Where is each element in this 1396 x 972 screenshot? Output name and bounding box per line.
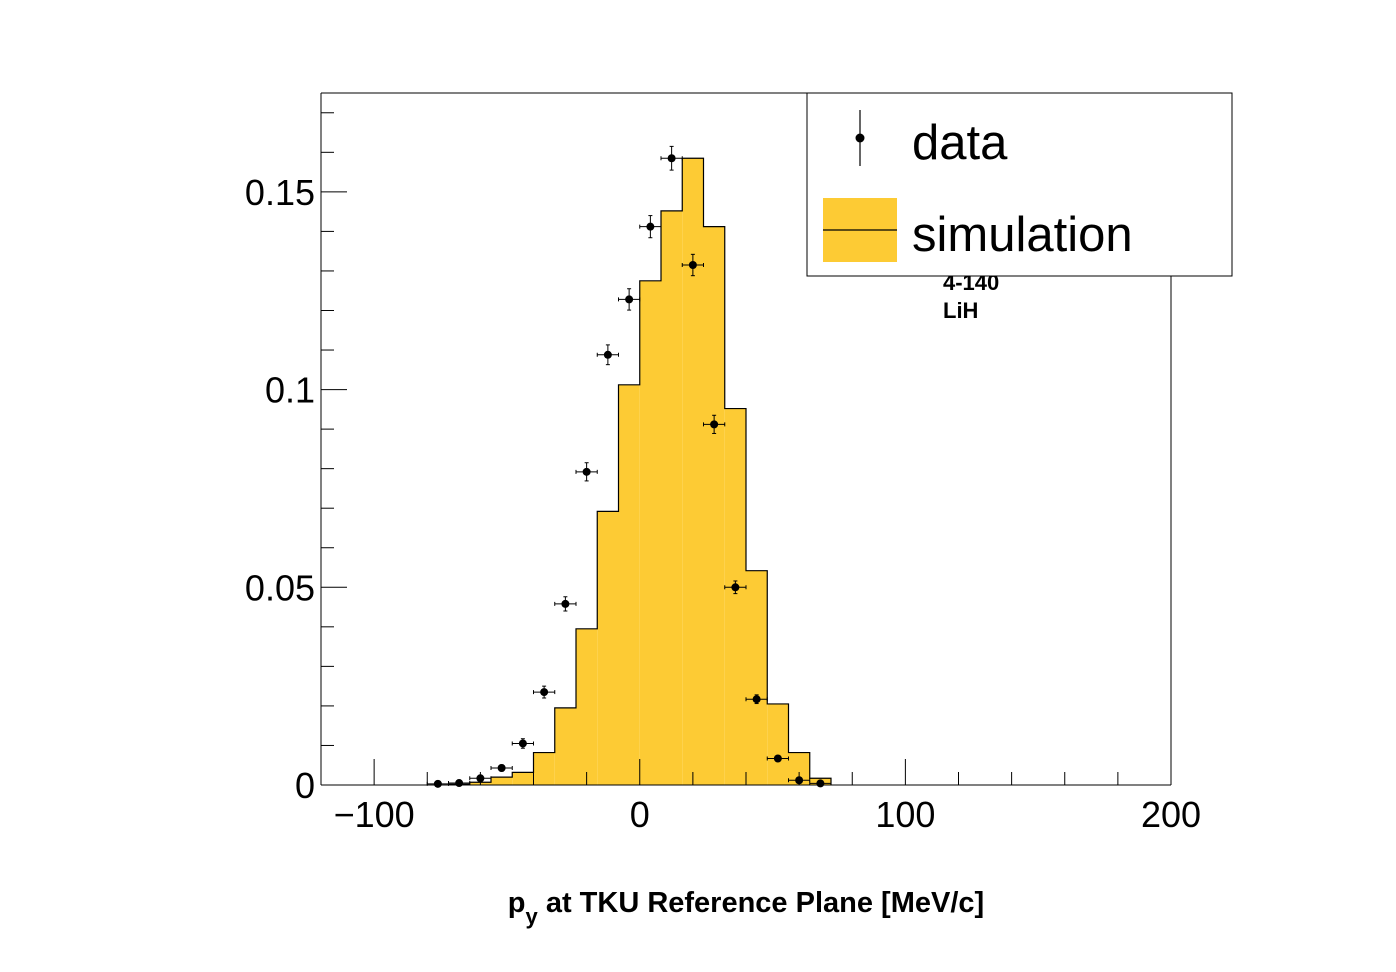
axes: 0 0.05 0.1 0.15 −100 0 100 200	[245, 92, 1201, 835]
data-marker	[540, 688, 549, 697]
simulation-bar	[788, 752, 810, 785]
annotations: 4-140 LiH	[943, 270, 999, 323]
y-tick-label: 0	[295, 765, 315, 806]
x-tick-label: 200	[1141, 794, 1201, 835]
data-marker	[688, 261, 697, 270]
data-marker	[816, 779, 825, 788]
legend-data-label: data	[912, 116, 1008, 170]
data-point	[681, 253, 704, 277]
data-marker	[603, 350, 612, 359]
data-point	[618, 288, 641, 311]
legend-data-marker	[855, 133, 865, 143]
x-axis-title: py at TKU Reference Plane [MeV/c]	[508, 887, 984, 929]
data-point	[511, 738, 534, 749]
data-point	[724, 580, 747, 595]
data-point	[426, 779, 449, 788]
data-marker	[752, 695, 761, 704]
data-marker	[561, 599, 570, 608]
simulation-bar	[639, 280, 661, 785]
data-marker	[625, 295, 634, 304]
plot-area	[426, 145, 832, 788]
data-marker	[731, 583, 740, 592]
simulation-bar	[724, 408, 746, 785]
y-tick-label: 0.1	[265, 370, 315, 411]
data-point	[660, 145, 683, 171]
data-point	[490, 763, 513, 772]
simulation-bar	[746, 570, 768, 785]
data-point	[575, 462, 598, 482]
data-point	[448, 779, 471, 788]
simulation-outline	[447, 157, 832, 785]
data-marker	[518, 739, 527, 748]
data-marker	[773, 754, 782, 763]
data-marker	[646, 222, 655, 231]
data-point	[745, 694, 768, 705]
data-marker	[497, 763, 506, 772]
annotation-absorber-label: LiH	[943, 298, 978, 323]
x-tick-label: 100	[875, 794, 935, 835]
simulation-bar	[682, 158, 704, 785]
data-marker	[710, 420, 719, 429]
data-marker	[582, 467, 591, 476]
data-point	[703, 414, 726, 434]
simulation-bar	[703, 226, 725, 786]
data-point	[596, 344, 619, 366]
simulation-bar	[576, 628, 598, 785]
simulation-bar	[533, 752, 555, 785]
data-point	[766, 754, 789, 763]
legend-simulation-label: simulation	[912, 208, 1133, 262]
simulation-bar	[661, 210, 683, 785]
data-marker	[667, 154, 676, 163]
simulation-bar	[512, 772, 534, 785]
y-tick-label: 0.15	[245, 172, 315, 213]
data-point	[554, 596, 577, 612]
simulation-bar	[554, 707, 576, 785]
x-tick-label: 0	[630, 794, 650, 835]
simulation-bar	[597, 511, 619, 785]
x-tick-label: −100	[334, 794, 415, 835]
data-point	[639, 215, 662, 239]
simulation-bar	[618, 384, 640, 785]
data-marker	[455, 779, 464, 788]
legend: data simulation	[806, 92, 1233, 277]
data-marker	[433, 779, 442, 788]
simulation-bar	[767, 703, 789, 785]
data-point	[533, 685, 556, 699]
y-tick-label: 0.05	[245, 567, 315, 608]
simulation-bar	[491, 777, 513, 785]
